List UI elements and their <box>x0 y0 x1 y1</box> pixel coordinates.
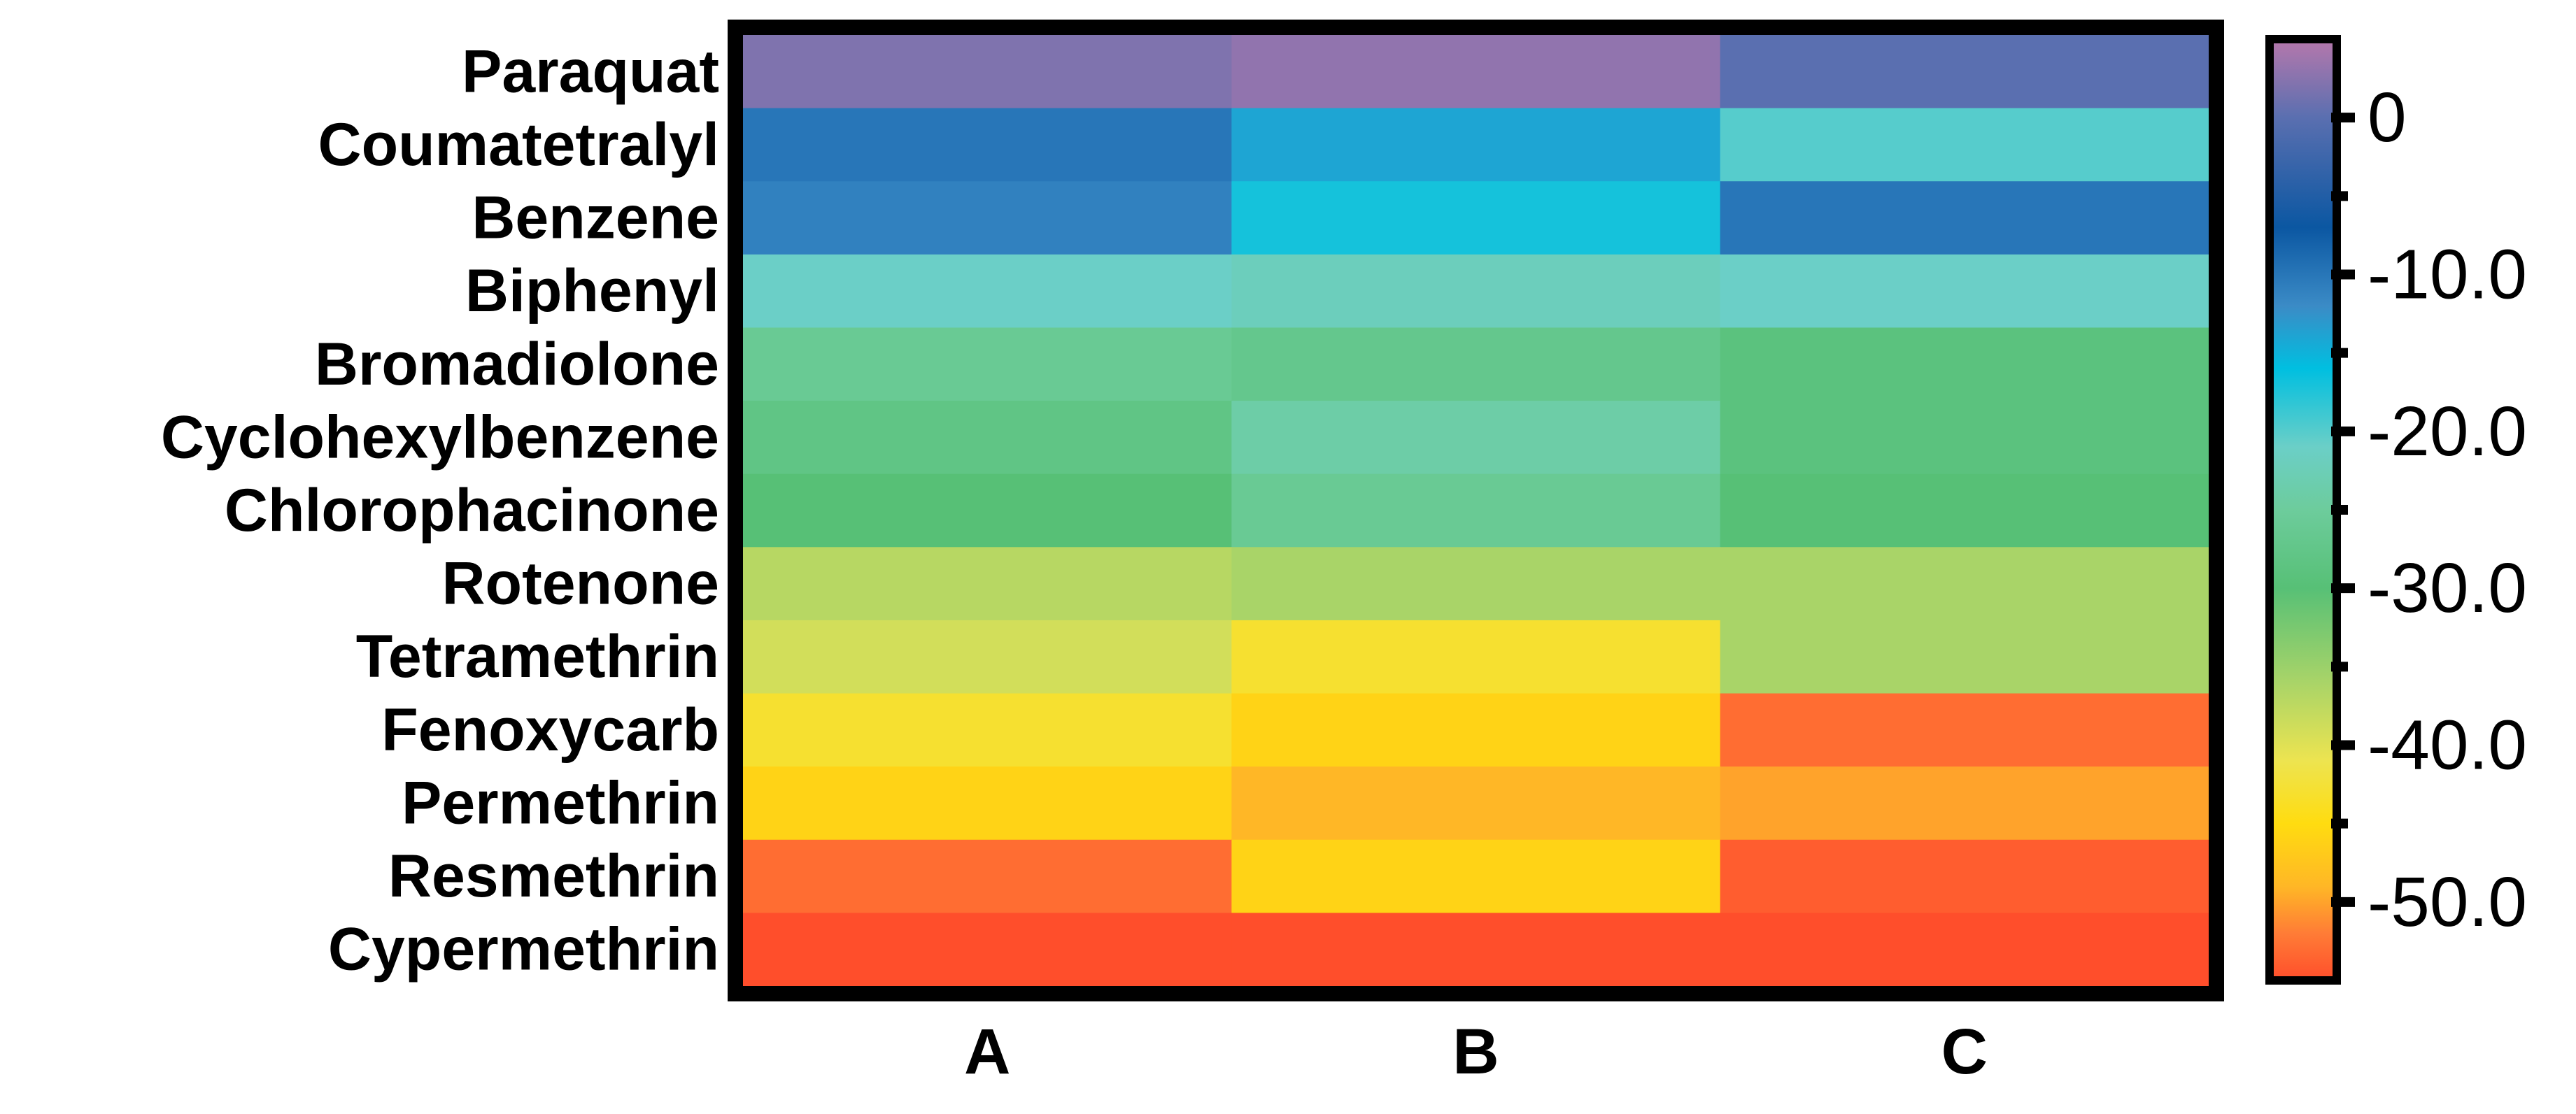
heatmap-cell-cyclohexylbenzene-c <box>1720 401 2209 475</box>
heatmap-cell-coumatetralyl-a <box>743 108 1232 182</box>
row-label-tetramethrin: Tetramethrin <box>356 623 719 690</box>
row-label-rotenone: Rotenone <box>441 550 719 617</box>
heatmap-cell-paraquat-b <box>1231 35 1721 109</box>
column-label-c: C <box>1941 1016 1988 1087</box>
heatmap-cell-coumatetralyl-c <box>1720 108 2209 182</box>
column-label-a: A <box>964 1016 1010 1087</box>
heatmap-cell-rotenone-b <box>1231 547 1721 621</box>
heatmap-cell-benzene-b <box>1231 181 1721 255</box>
row-label-resmethrin: Resmethrin <box>388 843 719 910</box>
colorbar-tick-label: -50.0 <box>2368 863 2527 941</box>
heatmap-cell-benzene-c <box>1720 181 2209 255</box>
row-label-cypermethrin: Cypermethrin <box>328 916 719 983</box>
row-label-biphenyl: Biphenyl <box>465 257 719 324</box>
heatmap-cell-biphenyl-c <box>1720 254 2209 329</box>
plot-frame <box>728 20 2224 1001</box>
colorbar-tick-label: -20.0 <box>2368 392 2527 471</box>
row-label-benzene: Benzene <box>472 185 719 252</box>
heatmap-cell-coumatetralyl-b <box>1231 108 1721 182</box>
heatmap-cells <box>743 35 2209 987</box>
heatmap-cell-permethrin-b <box>1231 766 1721 841</box>
heatmap-cell-resmethrin-b <box>1231 839 1721 913</box>
colorbar-tick-label: 0 <box>2368 78 2407 157</box>
heatmap-cell-fenoxycarb-a <box>743 693 1232 767</box>
heatmap-cell-bromadiolone-a <box>743 327 1232 401</box>
heatmap-cell-tetramethrin-b <box>1231 620 1721 694</box>
heatmap-cell-cypermethrin-c <box>1720 913 2209 987</box>
row-label-permethrin: Permethrin <box>402 769 719 836</box>
heatmap-cell-fenoxycarb-c <box>1720 693 2209 767</box>
heatmap-cell-permethrin-c <box>1720 766 2209 841</box>
heatmap-cell-cypermethrin-a <box>743 913 1232 987</box>
heatmap-cell-paraquat-c <box>1720 35 2209 109</box>
colorbar-tick-label: -30.0 <box>2368 549 2527 627</box>
heatmap-cell-chlorophacinone-c <box>1720 473 2209 548</box>
heatmap-cell-resmethrin-a <box>743 839 1232 913</box>
heatmap-cell-cyclohexylbenzene-a <box>743 401 1232 475</box>
heatmap-cell-biphenyl-b <box>1231 254 1721 329</box>
colorbar-tick-label: -10.0 <box>2368 236 2527 314</box>
heatmap-cell-rotenone-a <box>743 547 1232 621</box>
row-label-chlorophacinone: Chlorophacinone <box>225 477 719 544</box>
heatmap-cell-tetramethrin-c <box>1720 620 2209 694</box>
row-label-bromadiolone: Bromadiolone <box>315 331 719 398</box>
row-label-coumatetralyl: Coumatetralyl <box>318 111 720 178</box>
colorbar-ticks: 0 -10.0 -20.0 -30.0 -40.0 -50.0 <box>2331 78 2527 941</box>
heatmap-cell-bromadiolone-b <box>1231 327 1721 401</box>
heatmap-cell-resmethrin-c <box>1720 839 2209 913</box>
row-label-paraquat: Paraquat <box>462 38 719 105</box>
column-label-b: B <box>1452 1016 1499 1087</box>
row-label-cyclohexylbenzene: Cyclohexylbenzene <box>161 404 719 471</box>
heatmap-cell-chlorophacinone-b <box>1231 473 1721 548</box>
heatmap-cell-rotenone-c <box>1720 547 2209 621</box>
heatmap-cell-tetramethrin-a <box>743 620 1232 694</box>
heatmap-cell-fenoxycarb-b <box>1231 693 1721 767</box>
colorbar <box>2265 35 2341 985</box>
row-label-fenoxycarb: Fenoxycarb <box>381 697 719 764</box>
heatmap-cell-cypermethrin-b <box>1231 913 1721 987</box>
heatmap-cell-chlorophacinone-a <box>743 473 1232 548</box>
heatmap-cell-biphenyl-a <box>743 254 1232 329</box>
heatmap-cell-permethrin-a <box>743 766 1232 841</box>
heatmap-cell-bromadiolone-c <box>1720 327 2209 401</box>
colorbar-tick-label: -40.0 <box>2368 706 2527 785</box>
heatmap-cell-paraquat-a <box>743 35 1232 109</box>
heatmap-cell-benzene-a <box>743 181 1232 255</box>
heatmap-cell-cyclohexylbenzene-b <box>1231 401 1721 475</box>
column-labels: A B C <box>964 1016 1988 1087</box>
